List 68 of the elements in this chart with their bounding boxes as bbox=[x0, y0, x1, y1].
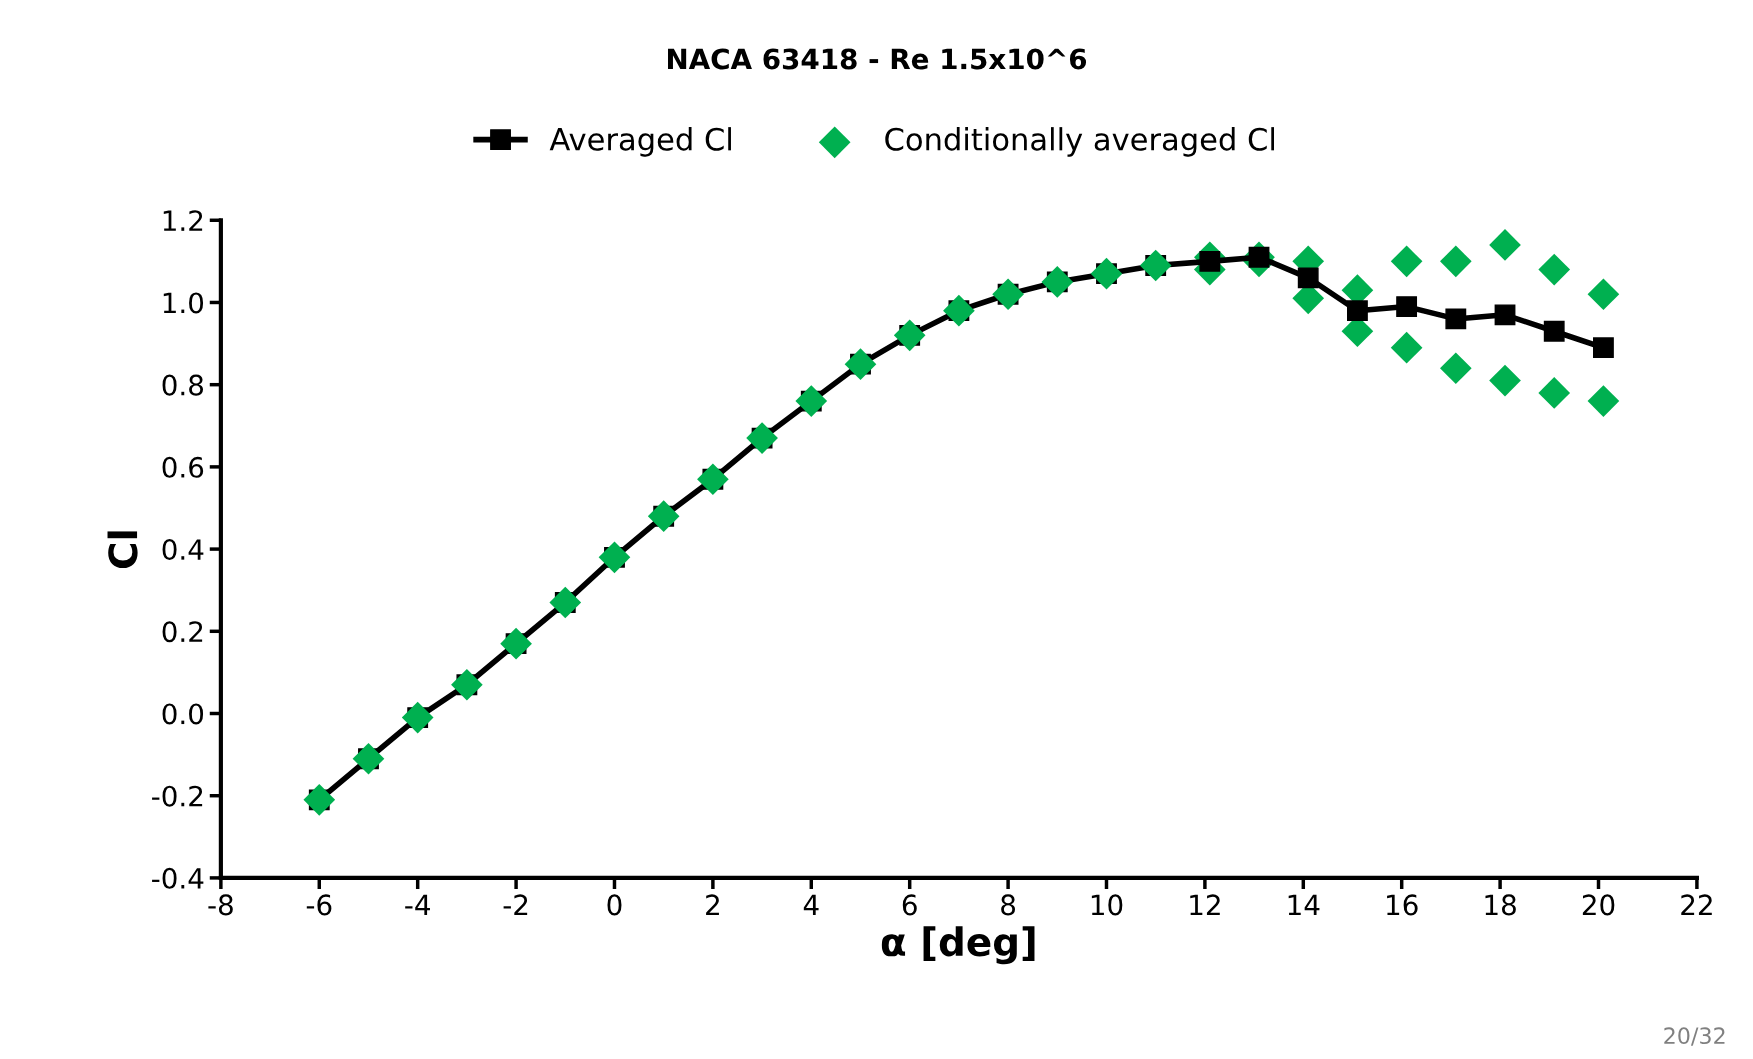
point bbox=[844, 348, 877, 380]
y-tick-label: 0.0 bbox=[162, 703, 204, 725]
x-tick-label: 14 bbox=[1288, 894, 1320, 915]
point bbox=[746, 422, 778, 454]
x-tick-label: 0 bbox=[607, 894, 622, 916]
chart-title: NACA 63418 - Re 1.5x10^6 bbox=[668, 48, 1087, 70]
x-tick-label: 18 bbox=[1485, 894, 1516, 916]
point bbox=[1390, 245, 1423, 278]
x-tick-label: 6 bbox=[902, 894, 917, 916]
y-tick-label: 1.2 bbox=[163, 210, 203, 231]
y-tick-label: 0.6 bbox=[162, 456, 204, 478]
y-tick-label: -0.4 bbox=[152, 867, 204, 889]
x-tick-label: 16 bbox=[1387, 894, 1418, 916]
point bbox=[1439, 352, 1472, 385]
point bbox=[1396, 296, 1418, 318]
x-tick-label: -4 bbox=[405, 894, 430, 915]
point bbox=[1445, 308, 1467, 330]
point bbox=[1494, 304, 1516, 326]
y-axis-title: Cl bbox=[107, 531, 138, 569]
point bbox=[303, 783, 336, 816]
y-tick-label: 0.2 bbox=[162, 621, 203, 643]
point bbox=[1041, 266, 1074, 298]
point bbox=[1139, 249, 1172, 282]
point bbox=[1248, 246, 1270, 268]
point bbox=[1297, 267, 1319, 289]
legend-label: Averaged Cl bbox=[549, 127, 731, 157]
x-tick-label: -2 bbox=[503, 894, 528, 915]
x-tick-label: -6 bbox=[306, 894, 332, 916]
y-tick-label: 0.4 bbox=[162, 539, 204, 561]
point bbox=[1587, 385, 1620, 417]
point bbox=[893, 319, 926, 352]
point bbox=[598, 541, 631, 574]
point bbox=[401, 701, 434, 734]
x-tick-label: 2 bbox=[706, 894, 719, 915]
point bbox=[1538, 377, 1571, 409]
point bbox=[352, 742, 385, 775]
point bbox=[1199, 250, 1221, 272]
point bbox=[1489, 229, 1521, 261]
x-tick-label: 4 bbox=[803, 894, 819, 915]
x-tick-label: 22 bbox=[1681, 894, 1712, 915]
point bbox=[1592, 337, 1614, 359]
legend-label: Conditionally averaged Cl bbox=[885, 127, 1275, 157]
x-tick-label: -8 bbox=[208, 894, 233, 916]
point bbox=[1439, 245, 1472, 278]
x-tick-label: 20 bbox=[1582, 894, 1615, 916]
point bbox=[549, 586, 582, 619]
point bbox=[992, 278, 1024, 311]
x-tick-label: 8 bbox=[1001, 894, 1016, 916]
point bbox=[943, 294, 975, 327]
point bbox=[1489, 364, 1521, 397]
point bbox=[1587, 278, 1620, 311]
y-tick-label: 1.0 bbox=[163, 292, 204, 314]
point bbox=[1390, 331, 1423, 364]
point bbox=[500, 627, 532, 660]
point bbox=[1538, 253, 1571, 286]
point bbox=[697, 463, 729, 496]
text: 20/32 bbox=[1664, 1027, 1725, 1046]
point bbox=[1543, 320, 1565, 342]
point bbox=[451, 668, 483, 701]
point bbox=[795, 385, 828, 417]
x-axis-title: α [deg] bbox=[881, 926, 1035, 965]
point bbox=[1347, 300, 1368, 322]
x-tick-label: 10 bbox=[1091, 894, 1123, 916]
point bbox=[647, 500, 680, 533]
point bbox=[1090, 257, 1123, 290]
x-tick-label: 12 bbox=[1190, 894, 1220, 915]
y-tick-label: -0.2 bbox=[152, 785, 203, 807]
y-tick-label: 0.8 bbox=[162, 374, 204, 396]
